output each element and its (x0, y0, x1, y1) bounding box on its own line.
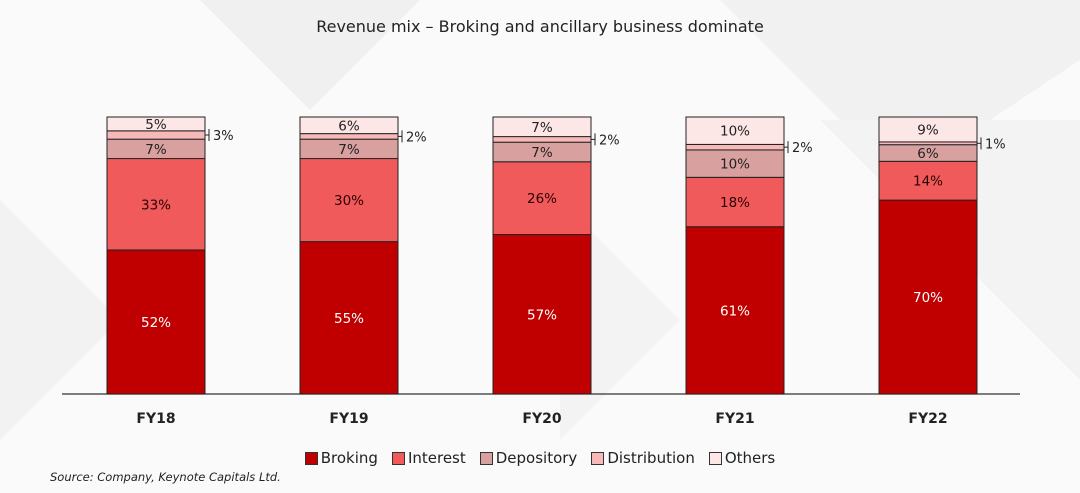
stacked-bar-chart: 52% 33% 7% 3% 5% FY18 55% 30% 7% 2% 6% FY19 57% 26% 7%… (62, 116, 1020, 427)
data-label-distribution-fy21: 2% (792, 141, 813, 156)
bar-segment-depository-fy21 (685, 149, 785, 178)
legend-swatch-distribution (591, 451, 605, 465)
data-label-depository-fy21: 10% (720, 157, 750, 173)
data-label-broking-fy19: 55% (334, 311, 364, 327)
legend-label-interest: Interest (407, 449, 466, 467)
x-tick-label-fy22: FY22 (908, 411, 947, 427)
bar-segment-broking-fy18 (106, 249, 206, 395)
data-label-interest-fy19: 30% (334, 193, 364, 209)
data-label-interest-fy22: 14% (913, 174, 943, 190)
data-label-broking-fy22: 70% (913, 290, 943, 306)
x-tick-label-fy18: FY18 (136, 411, 175, 427)
bar-segment-interest-fy19 (299, 158, 399, 243)
data-label-depository-fy22: 6% (917, 146, 939, 162)
legend-swatch-depository (479, 451, 493, 465)
legend-item-interest: Interest (391, 449, 466, 467)
legend-label-broking: Broking (320, 449, 378, 467)
data-label-others-fy19: 6% (338, 118, 360, 134)
data-label-broking-fy20: 57% (527, 307, 557, 323)
data-label-depository-fy18: 7% (145, 142, 167, 158)
legend: Broking Interest Depository Distribution… (0, 449, 1080, 467)
bar-segment-distribution-fy19 (299, 133, 399, 140)
bar-segment-broking-fy21 (685, 226, 785, 395)
data-label-distribution-fy19: 2% (406, 130, 427, 145)
legend-label-others: Others (724, 449, 776, 467)
data-label-interest-fy20: 26% (527, 191, 557, 207)
bar-segment-distribution-fy20 (492, 136, 592, 143)
legend-swatch-interest (391, 451, 405, 465)
bar-segment-interest-fy18 (106, 158, 206, 251)
source-note: Source: Company, Keynote Capitals Ltd. (50, 470, 281, 484)
data-label-interest-fy18: 33% (141, 197, 171, 213)
data-label-depository-fy20: 7% (531, 145, 553, 161)
bar-segment-others-fy21 (685, 116, 785, 145)
data-label-distribution-fy18: 3% (213, 129, 234, 144)
bar-segment-others-fy20 (492, 116, 592, 138)
bar-segment-others-fy22 (878, 116, 978, 143)
data-label-interest-fy21: 18% (720, 195, 750, 211)
x-tick-label-fy21: FY21 (715, 411, 754, 427)
data-label-depository-fy19: 7% (338, 142, 360, 158)
legend-item-broking: Broking (304, 449, 378, 467)
legend-item-distribution: Distribution (591, 449, 695, 467)
legend-label-depository: Depository (495, 449, 578, 467)
data-label-distribution-fy22: 1% (985, 137, 1006, 152)
legend-swatch-broking (304, 451, 318, 465)
data-label-distribution-fy20: 2% (599, 133, 620, 148)
bar-segment-others-fy19 (299, 116, 399, 135)
bar-segment-others-fy18 (106, 116, 206, 132)
bar-segment-broking-fy19 (299, 241, 399, 395)
bar-segment-distribution-fy21 (685, 143, 785, 151)
legend-swatch-others (708, 451, 722, 465)
data-label-broking-fy21: 61% (720, 303, 750, 319)
data-label-others-fy22: 9% (917, 122, 939, 138)
legend-item-others: Others (708, 449, 776, 467)
x-tick-label-fy20: FY20 (522, 411, 561, 427)
bar-segment-interest-fy21 (685, 176, 785, 228)
legend-item-depository: Depository (479, 449, 578, 467)
data-label-others-fy21: 10% (720, 124, 750, 140)
data-label-broking-fy18: 52% (141, 315, 171, 331)
bar-segment-interest-fy20 (492, 161, 592, 236)
data-label-others-fy20: 7% (531, 120, 553, 136)
data-label-others-fy18: 5% (145, 117, 167, 133)
bar-segment-interest-fy22 (878, 160, 978, 201)
bar-segment-broking-fy22 (878, 199, 978, 395)
legend-label-distribution: Distribution (607, 449, 695, 467)
chart-title: Revenue mix – Broking and ancillary busi… (316, 17, 764, 36)
x-tick-label-fy19: FY19 (329, 411, 368, 427)
